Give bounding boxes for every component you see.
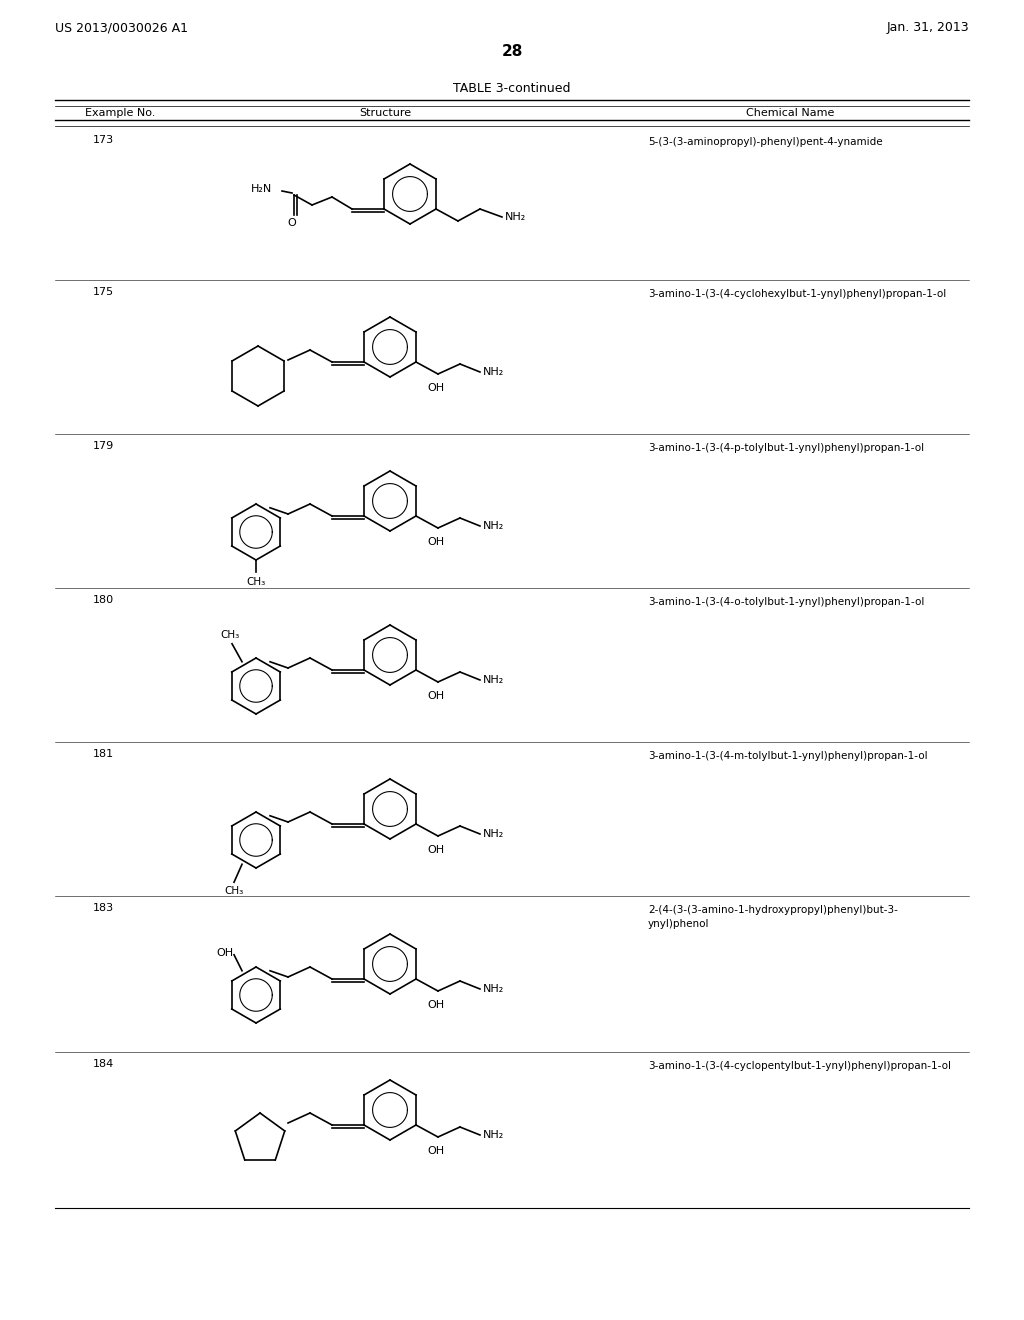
Text: 3-amino-1-(3-(4-cyclopentylbut-1-ynyl)phenyl)propan-1-ol: 3-amino-1-(3-(4-cyclopentylbut-1-ynyl)ph… [648, 1061, 951, 1071]
Text: 181: 181 [92, 748, 114, 759]
Text: NH₂: NH₂ [483, 1130, 504, 1140]
Text: OH: OH [427, 1146, 444, 1156]
Text: NH₂: NH₂ [505, 213, 526, 222]
Text: Structure: Structure [359, 108, 411, 117]
Text: OH: OH [427, 537, 444, 546]
Text: 2-(4-(3-(3-amino-1-hydroxypropyl)phenyl)but-3-: 2-(4-(3-(3-amino-1-hydroxypropyl)phenyl)… [648, 906, 898, 915]
Text: NH₂: NH₂ [483, 367, 504, 378]
Text: 3-amino-1-(3-(4-cyclohexylbut-1-ynyl)phenyl)propan-1-ol: 3-amino-1-(3-(4-cyclohexylbut-1-ynyl)phe… [648, 289, 946, 300]
Text: 173: 173 [92, 135, 114, 145]
Text: 3-amino-1-(3-(4-o-tolylbut-1-ynyl)phenyl)propan-1-ol: 3-amino-1-(3-(4-o-tolylbut-1-ynyl)phenyl… [648, 597, 925, 607]
Text: H₂N: H₂N [251, 183, 272, 194]
Text: NH₂: NH₂ [483, 675, 504, 685]
Text: OH: OH [427, 845, 444, 855]
Text: NH₂: NH₂ [483, 829, 504, 840]
Text: NH₂: NH₂ [483, 983, 504, 994]
Text: NH₂: NH₂ [483, 521, 504, 531]
Text: Example No.: Example No. [85, 108, 156, 117]
Text: CH₃: CH₃ [247, 577, 265, 587]
Text: CH₃: CH₃ [224, 886, 244, 896]
Text: OH: OH [427, 383, 444, 393]
Text: 28: 28 [502, 45, 522, 59]
Text: 183: 183 [92, 903, 114, 913]
Text: Jan. 31, 2013: Jan. 31, 2013 [887, 21, 969, 34]
Text: 179: 179 [92, 441, 114, 451]
Text: OH: OH [427, 1001, 444, 1010]
Text: 3-amino-1-(3-(4-m-tolylbut-1-ynyl)phenyl)propan-1-ol: 3-amino-1-(3-(4-m-tolylbut-1-ynyl)phenyl… [648, 751, 928, 762]
Text: 184: 184 [92, 1059, 114, 1069]
Text: 180: 180 [92, 595, 114, 605]
Text: TABLE 3-continued: TABLE 3-continued [454, 82, 570, 95]
Text: CH₃: CH₃ [220, 630, 240, 640]
Text: OH: OH [216, 948, 233, 958]
Text: ynyl)phenol: ynyl)phenol [648, 919, 710, 929]
Text: O: O [288, 218, 296, 228]
Text: 5-(3-(3-aminopropyl)-phenyl)pent-4-ynamide: 5-(3-(3-aminopropyl)-phenyl)pent-4-ynami… [648, 137, 883, 147]
Text: OH: OH [427, 690, 444, 701]
Text: Chemical Name: Chemical Name [745, 108, 835, 117]
Text: 3-amino-1-(3-(4-p-tolylbut-1-ynyl)phenyl)propan-1-ol: 3-amino-1-(3-(4-p-tolylbut-1-ynyl)phenyl… [648, 444, 924, 453]
Text: 175: 175 [92, 286, 114, 297]
Text: US 2013/0030026 A1: US 2013/0030026 A1 [55, 21, 188, 34]
